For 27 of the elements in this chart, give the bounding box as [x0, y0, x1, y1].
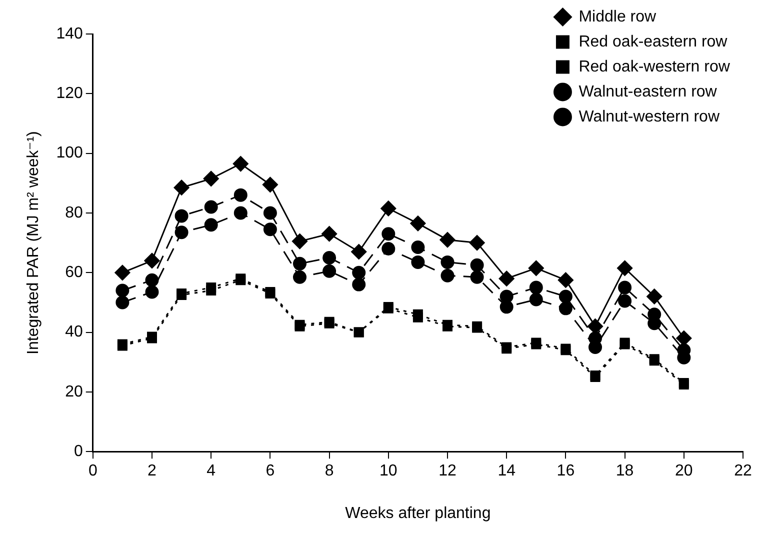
y-tick-label: 60	[65, 264, 83, 282]
x-tick-label: 22	[734, 462, 752, 480]
x-tick-label: 18	[616, 462, 634, 480]
y-tick-label: 100	[56, 144, 83, 162]
legend-label: Red oak-eastern row	[578, 33, 728, 50]
legend-label: Middle row	[578, 8, 657, 26]
x-axis-title: Weeks after planting	[345, 504, 491, 522]
x-tick-label: 8	[324, 462, 334, 480]
y-tick-label: 0	[74, 443, 83, 460]
y-axis-title: Integrated PAR (MJ m² week⁻¹)	[25, 131, 42, 354]
x-tick-label: 20	[675, 462, 693, 480]
legend-label: Walnut-eastern row	[578, 83, 718, 100]
x-tick-label: 0	[88, 462, 98, 480]
y-tick-label: 140	[56, 25, 83, 42]
x-tick-label: 4	[206, 462, 216, 480]
y-tick-label: 20	[65, 383, 83, 400]
y-tick-label: 120	[56, 85, 83, 102]
legend-label: Red oak-western row	[578, 58, 730, 76]
x-tick-label: 10	[380, 462, 398, 480]
x-tick-label: 16	[556, 462, 575, 480]
y-tick-label: 40	[65, 324, 83, 341]
x-tick-label: 2	[148, 462, 157, 480]
legend-label: Walnut-western row	[578, 108, 720, 126]
x-tick-label: 6	[266, 462, 275, 480]
x-tick-label: 14	[498, 462, 516, 480]
y-tick-label: 80	[65, 204, 83, 222]
x-tick-label: 12	[438, 462, 456, 480]
